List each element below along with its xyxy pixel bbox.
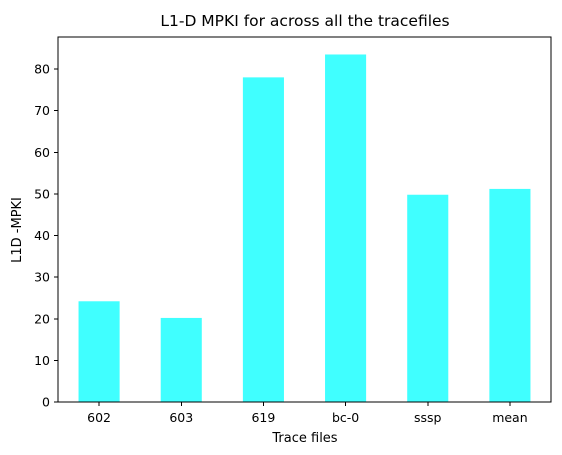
- x-tick-label: mean: [492, 410, 527, 425]
- y-tick-label: 30: [34, 270, 50, 285]
- bar-619: [242, 77, 284, 403]
- bar-sssp: [407, 194, 449, 402]
- chart-title: L1-D MPKI for across all the tracefiles: [160, 12, 449, 30]
- x-tick-label: 619: [251, 410, 275, 425]
- y-tick-label: 50: [34, 186, 50, 201]
- y-tick-label: 20: [34, 311, 50, 326]
- bar-bc-0: [325, 54, 367, 402]
- bar-603: [160, 317, 202, 402]
- y-tick-label: 70: [34, 103, 50, 118]
- bar-602: [78, 301, 120, 402]
- x-axis-label: Trace files: [271, 431, 337, 446]
- plot-frame: [57, 36, 552, 403]
- x-tick-label: bc-0: [332, 410, 359, 425]
- x-tick-label: 602: [87, 410, 111, 425]
- bar-mean: [489, 188, 531, 402]
- x-tick-label: 603: [169, 410, 193, 425]
- y-tick-label: 80: [34, 62, 50, 77]
- y-tick-label: 40: [34, 228, 50, 243]
- y-axis-label: L1D -MPKI: [10, 197, 25, 263]
- y-tick-label: 60: [34, 145, 50, 160]
- bars-layer: [78, 54, 531, 403]
- y-tick-label: 0: [42, 395, 50, 410]
- y-tick-label: 10: [34, 353, 50, 368]
- axes-layer: 0 10 20 30 40 50 60 70 80 602 603 619 bc-0 sssp mean: [34, 36, 552, 425]
- x-tick-label: sssp: [414, 410, 442, 425]
